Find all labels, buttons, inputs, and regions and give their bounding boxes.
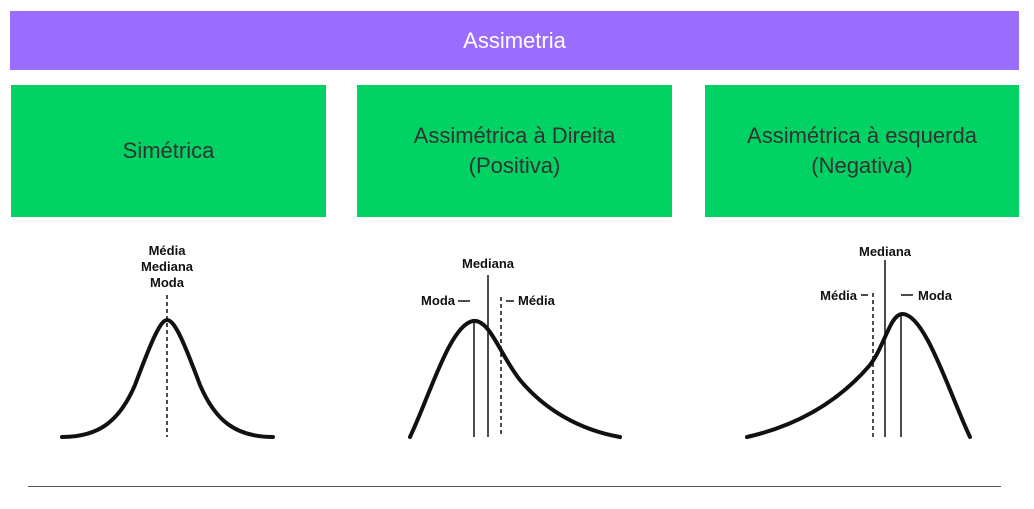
card-simetrica: Simétrica [11,85,326,217]
positive-skew-curve [408,319,622,439]
label-mediana: Mediana [141,259,194,274]
card-title-line: Assimétrica à esquerda [747,123,977,149]
negative-skew-curve [745,311,972,439]
positive-skew-diagram: Mediana Moda Média [408,256,622,439]
card-assimetrica-esquerda: Assimétrica à esquerda (Negativa) [705,85,1019,217]
card-title-line: Assimétrica à Direita [413,123,616,149]
card-assimetrica-direita: Assimétrica à Direita (Positiva) [357,85,672,217]
label-mediana: Mediana [859,244,912,259]
negative-skew-diagram: Mediana Média Moda [745,244,972,439]
label-moda: Moda [918,288,953,303]
label-media: Média [820,288,858,303]
label-media: Média [518,293,556,308]
banner-title: Assimetria [463,27,566,53]
label-moda: Moda [421,293,456,308]
symmetric-distribution-diagram: Média Mediana Moda [60,243,275,439]
card-title-line: Simétrica [122,138,215,164]
title-banner: Assimetria [10,11,1019,70]
bottom-divider [28,486,1001,487]
card-subtitle-line: (Positiva) [468,153,561,178]
label-media: Média [149,243,187,258]
card-subtitle-line: (Negativa) [811,153,913,178]
label-moda: Moda [150,275,185,290]
label-mediana: Mediana [462,256,515,271]
